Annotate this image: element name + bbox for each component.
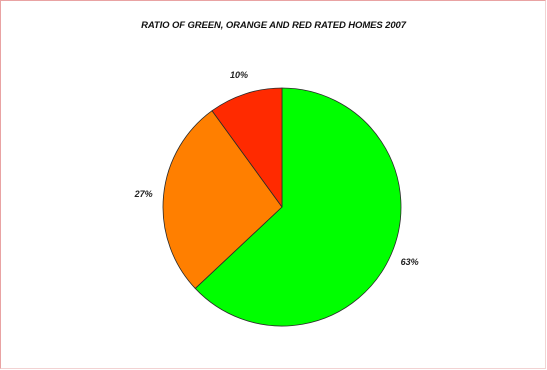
pie-slice-2 [211, 87, 283, 208]
pie-slice-label-2: 10% [230, 70, 248, 80]
pie-slice-label-1: 27% [134, 189, 153, 199]
chart-title: RATIO OF GREEN, ORANGE AND RED RATED HOM… [141, 20, 406, 31]
pie-slice-0 [194, 87, 402, 327]
pie-slice-1 [162, 110, 283, 289]
pie-slice-label-0: 63% [401, 257, 419, 267]
